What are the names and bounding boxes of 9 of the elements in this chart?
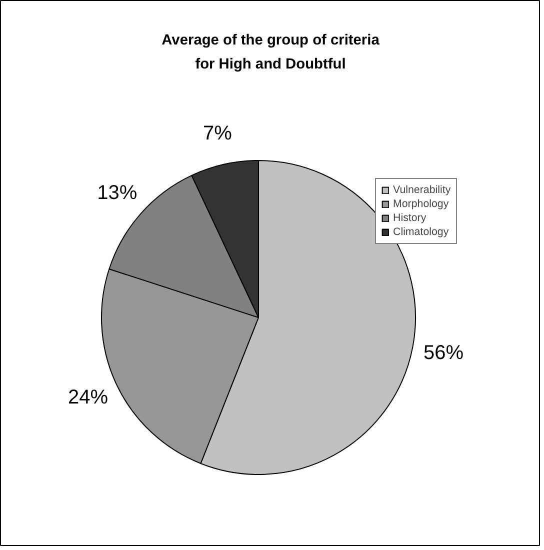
legend-label: History <box>393 212 426 224</box>
data-label: 56% <box>424 342 464 364</box>
data-label: 24% <box>68 386 108 409</box>
data-label: 13% <box>97 182 138 204</box>
legend-label: Vulnerability <box>393 184 451 196</box>
chart-title: Average of the group of criteria for High and Doubtful <box>162 32 380 72</box>
legend-label: Climatology <box>393 226 449 238</box>
data-label: 7% <box>202 122 232 145</box>
legend-label: Morphology <box>393 198 449 210</box>
